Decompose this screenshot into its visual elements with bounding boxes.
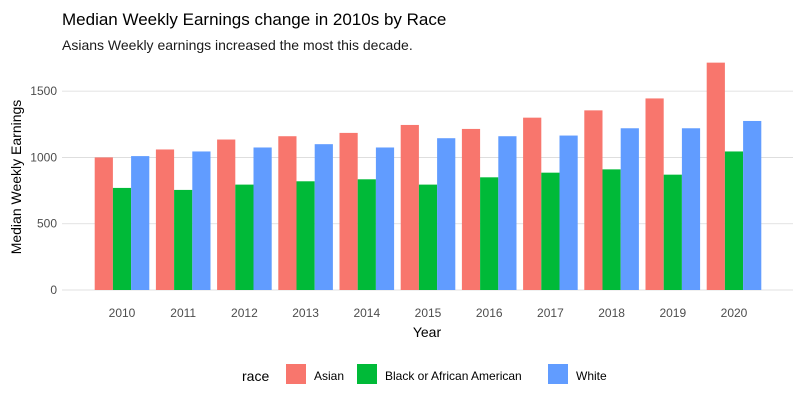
y-axis-ticks: 0 500 1000 1500: [30, 84, 57, 297]
chart-subtitle: Asians Weekly earnings increased the mos…: [62, 37, 413, 53]
legend-label: White: [576, 369, 607, 383]
bar-asian-2011: [155, 149, 175, 290]
bars: [94, 62, 762, 291]
bar-asian-2018: [584, 110, 603, 291]
bar-white-2016: [498, 136, 517, 290]
bar-white-2015: [437, 138, 456, 290]
bar-asian-2010: [94, 157, 113, 290]
bar-asian-2012: [217, 139, 236, 290]
bar-asian-2020: [706, 62, 725, 290]
legend-label: Black or African American: [385, 369, 522, 383]
bar-black-or-african-american-2012: [235, 184, 254, 290]
bar-asian-2015: [400, 124, 419, 290]
bar-black-or-african-american-2019: [663, 174, 682, 290]
legend-swatch-asian: [286, 364, 306, 384]
y-axis-title: Median Weekly Earnings: [8, 100, 24, 255]
bar-asian-2017: [523, 117, 542, 290]
y-tick-label: 0: [50, 283, 57, 297]
bar-white-2017: [559, 135, 578, 290]
bar-asian-2016: [461, 128, 481, 290]
bar-black-or-african-american-2015: [418, 184, 438, 290]
bar-asian-2014: [339, 132, 358, 290]
bar-white-2014: [375, 147, 395, 290]
y-tick-label: 1000: [30, 150, 57, 164]
x-tick-label: 2016: [476, 306, 503, 320]
x-axis-title: Year: [413, 324, 442, 340]
x-tick-label: 2015: [415, 306, 442, 320]
x-tick-label: 2018: [598, 306, 625, 320]
legend-title: race: [242, 368, 269, 384]
bar-black-or-african-american-2017: [541, 172, 560, 290]
bar-black-or-african-american-2020: [724, 151, 744, 290]
x-tick-label: 2013: [292, 306, 319, 320]
bar-black-or-african-american-2011: [174, 189, 193, 290]
bar-white-2018: [620, 128, 639, 290]
y-tick-label: 500: [37, 217, 57, 231]
x-tick-label: 2020: [721, 306, 748, 320]
bar-black-or-african-american-2013: [296, 181, 315, 290]
bar-black-or-african-american-2010: [112, 187, 132, 290]
legend-swatch-black-or-african-american: [357, 364, 377, 384]
bar-asian-2013: [278, 136, 297, 290]
bar-asian-2019: [645, 98, 664, 291]
bar-white-2010: [131, 156, 150, 290]
x-tick-label: 2011: [170, 306, 196, 320]
x-tick-label: 2010: [109, 306, 136, 320]
bar-white-2013: [314, 144, 333, 290]
x-axis-ticks: 2010 2011 2012 2013 2014 2015 2016 2017 2018 2019…: [109, 306, 748, 320]
x-tick-label: 2014: [353, 306, 380, 320]
legend: race Asian Black or African American White: [242, 364, 607, 384]
bar-white-2012: [253, 147, 272, 290]
x-tick-label: 2012: [231, 306, 258, 320]
bar-black-or-african-american-2018: [602, 169, 621, 290]
bar-black-or-african-american-2016: [480, 177, 499, 290]
bar-white-2019: [681, 128, 701, 290]
chart-title: Median Weekly Earnings change in 2010s b…: [62, 10, 446, 29]
legend-swatch-white: [548, 364, 568, 384]
bar-black-or-african-american-2014: [357, 179, 376, 290]
bar-white-2020: [743, 120, 762, 290]
y-tick-label: 1500: [30, 84, 57, 98]
x-tick-label: 2019: [659, 306, 686, 320]
x-tick-label: 2017: [537, 306, 564, 320]
legend-label: Asian: [314, 369, 344, 383]
bar-white-2011: [192, 151, 211, 290]
